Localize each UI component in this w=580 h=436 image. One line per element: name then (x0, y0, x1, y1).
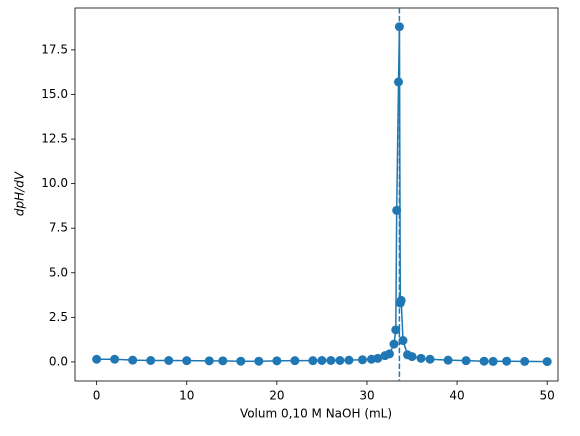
data-point (317, 355, 327, 365)
data-point (182, 356, 192, 366)
data-point (443, 355, 453, 365)
data-point (394, 22, 404, 32)
data-point (357, 355, 367, 365)
y-tick-label: 10.0 (41, 176, 68, 190)
y-tick-label: 12.5 (41, 132, 68, 146)
x-tick-label: 30 (359, 389, 374, 403)
data-point (254, 356, 264, 366)
data-point (110, 354, 120, 364)
y-axis-label: dpH/dV (13, 171, 27, 216)
y-tick-label: 15.0 (41, 87, 68, 101)
data-point (520, 356, 530, 366)
data-point (396, 295, 406, 305)
y-tick-label: 2.5 (49, 310, 68, 324)
data-point (326, 355, 336, 365)
data-point (290, 356, 300, 366)
x-axis-label: Volum 0,10 M NaOH (mL) (240, 407, 392, 421)
data-line (96, 26, 548, 363)
data-point (308, 356, 318, 366)
x-tick-label: 50 (540, 389, 555, 403)
y-tick-label: 5.0 (49, 265, 68, 279)
x-tick-label: 20 (269, 389, 284, 403)
x-tick-label: 0 (93, 389, 101, 403)
data-point (394, 77, 404, 87)
data-point (407, 352, 417, 362)
y-tick-label: 7.5 (49, 221, 68, 235)
data-point (335, 355, 345, 365)
data-point (373, 353, 383, 363)
data-point (204, 356, 214, 366)
data-point (236, 356, 246, 366)
data-point (542, 357, 552, 367)
data-point (272, 356, 282, 366)
data-point (92, 354, 102, 364)
data-point (461, 356, 471, 366)
data-point (164, 355, 174, 365)
data-point (128, 355, 138, 365)
data-point (389, 339, 399, 349)
data-point (384, 349, 394, 359)
data-point (479, 356, 489, 366)
data-point (391, 325, 401, 335)
data-point (344, 355, 354, 365)
y-tick-label: 0.0 (49, 354, 68, 368)
data-point (218, 356, 228, 366)
data-point (416, 353, 426, 363)
x-tick-label: 40 (449, 389, 464, 403)
data-point (392, 205, 402, 215)
x-tick-label: 10 (179, 389, 194, 403)
data-point (146, 355, 156, 365)
plot-frame (74, 7, 559, 382)
data-point (502, 356, 512, 366)
data-point (488, 356, 498, 366)
data-point (398, 336, 408, 346)
data-point (425, 354, 435, 364)
y-tick-label: 17.5 (41, 42, 68, 56)
